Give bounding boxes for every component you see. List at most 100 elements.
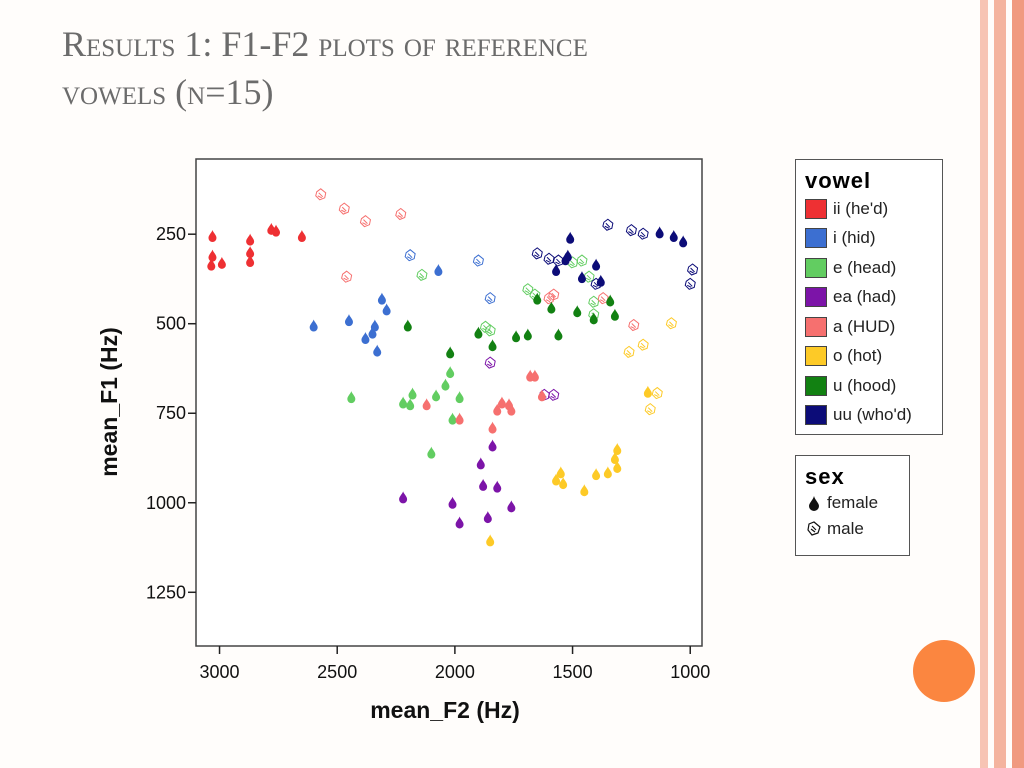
- point-female-a: [530, 369, 539, 382]
- legend-label: o (hot): [833, 346, 883, 366]
- point-female-ii: [207, 258, 216, 271]
- point-male-a: [548, 288, 560, 301]
- point-female-ii: [297, 229, 306, 242]
- point-female-ea: [399, 491, 408, 504]
- x-tick-label: 2000: [435, 662, 475, 682]
- point-female-i: [373, 344, 382, 357]
- point-male-e: [522, 283, 534, 296]
- legend-label: e (head): [833, 257, 897, 277]
- point-male-ea: [548, 388, 560, 401]
- point-male-a: [628, 318, 640, 332]
- sex-legend-item-female: female: [805, 490, 909, 516]
- vowel-legend-item: ea (had): [805, 283, 942, 313]
- x-tick-label: 2500: [317, 662, 357, 682]
- point-female-a: [493, 403, 502, 416]
- point-female-ea: [507, 500, 516, 513]
- point-female-u: [533, 292, 542, 305]
- x-tick-label: 3000: [200, 662, 240, 682]
- point-female-ii: [208, 249, 217, 262]
- x-axis-label: mean_F2 (Hz): [370, 697, 520, 723]
- decorative-orange-circle: [913, 640, 975, 702]
- slide-title-line2: vowels (n=15): [62, 72, 274, 112]
- legend-swatch: [805, 228, 827, 249]
- point-male-i: [472, 254, 484, 267]
- legend-label: i (hid): [833, 228, 876, 248]
- point-male-uu: [590, 277, 602, 290]
- point-male-a: [359, 215, 372, 228]
- point-male-o: [644, 403, 656, 416]
- axis-ticks: 3000 2500 2000 1500 1000 250 500 750 1000 1250: [146, 224, 710, 682]
- point-female-ii: [272, 224, 281, 237]
- point-male-a: [341, 270, 353, 283]
- point-male-ea: [484, 356, 496, 369]
- legend-swatch: [805, 375, 827, 396]
- point-male-i: [484, 292, 496, 305]
- y-tick-label: 750: [156, 403, 186, 423]
- point-female-uu: [563, 249, 572, 262]
- y-tick-label: 500: [156, 314, 186, 334]
- border-stripe: [1012, 0, 1024, 768]
- point-male-uu: [637, 227, 649, 240]
- point-female-u: [547, 301, 556, 314]
- point-female-ea: [479, 478, 488, 491]
- y-tick-label: 250: [156, 224, 186, 244]
- vowel-legend-item: e (head): [805, 253, 942, 283]
- vowel-legend-item: ii (he'd): [805, 194, 942, 224]
- point-female-e: [446, 366, 455, 379]
- point-female-e: [432, 389, 441, 402]
- point-female-o: [603, 466, 612, 479]
- point-female-e: [347, 391, 356, 404]
- legend-label: u (hood): [833, 375, 897, 395]
- y-tick-label: 1250: [146, 582, 186, 602]
- point-female-e: [406, 398, 415, 411]
- point-female-e: [455, 391, 464, 404]
- point-female-o: [486, 534, 495, 547]
- point-male-uu: [687, 263, 699, 276]
- point-female-ea: [448, 496, 457, 509]
- point-female-u: [589, 312, 598, 325]
- point-male-e: [588, 295, 600, 308]
- y-axis-label: mean_F1 (Hz): [96, 327, 122, 477]
- sex-legend-title: sex: [805, 464, 845, 489]
- x-tick-label: 1000: [670, 662, 710, 682]
- sex-legend-label: female: [827, 493, 879, 512]
- point-male-uu: [552, 254, 564, 267]
- point-female-u: [474, 326, 483, 339]
- vowel-legend-item: i (hid): [805, 224, 942, 254]
- point-female-uu: [669, 229, 678, 242]
- point-female-a: [537, 389, 546, 402]
- legend-swatch: [805, 316, 827, 337]
- legend-label: uu (who'd): [833, 405, 912, 425]
- point-male-uu: [531, 247, 543, 260]
- point-female-e: [448, 412, 457, 425]
- point-female-i: [370, 319, 379, 332]
- vowel-legend-item: a (HUD): [805, 312, 942, 342]
- point-female-o: [559, 477, 568, 490]
- point-female-o: [610, 452, 619, 465]
- point-female-u: [512, 330, 521, 343]
- female-marker-icon: [809, 496, 819, 511]
- slide-border-decoration: [980, 0, 1024, 768]
- legend-label: ea (had): [833, 287, 897, 307]
- point-male-uu: [684, 277, 696, 290]
- point-male-a: [338, 202, 350, 215]
- point-female-e: [441, 378, 450, 391]
- point-male-o: [665, 317, 677, 330]
- legend-swatch: [805, 198, 827, 219]
- point-female-a: [422, 398, 431, 411]
- point-female-u: [403, 319, 412, 332]
- plot-area: [195, 158, 703, 647]
- point-female-a: [497, 396, 506, 409]
- point-female-o: [580, 484, 589, 497]
- point-female-ii: [208, 229, 217, 242]
- point-male-uu: [625, 223, 637, 237]
- vowel-legend-items: ii (he'd) i (hid) e (head) ea (had) a (HUD) o…: [805, 194, 942, 430]
- legend-swatch: [805, 405, 827, 426]
- legend-label: a (HUD): [833, 316, 896, 336]
- point-female-uu: [577, 271, 586, 284]
- vowel-legend-item: o (hot): [805, 342, 942, 372]
- border-stripe: [980, 0, 988, 768]
- point-male-e: [484, 324, 496, 337]
- y-tick-label: 1000: [146, 493, 186, 513]
- point-female-uu: [655, 226, 664, 239]
